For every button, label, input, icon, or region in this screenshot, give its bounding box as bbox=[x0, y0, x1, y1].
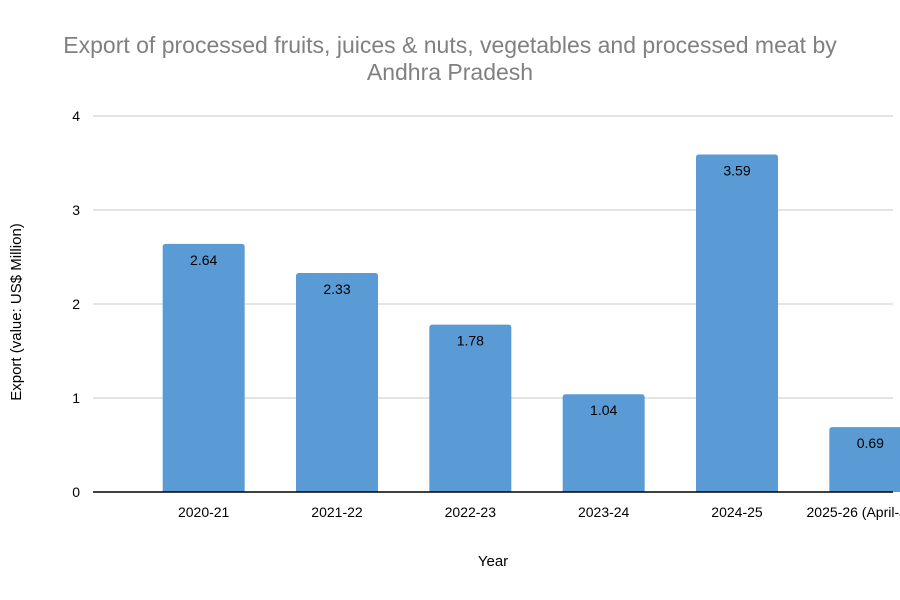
data-label: 2.64 bbox=[190, 252, 217, 268]
y-tick-label: 3 bbox=[72, 202, 80, 218]
bars bbox=[162, 154, 900, 493]
bar-2025-26 (April-June) bbox=[829, 427, 900, 492]
data-labels: 2.64 2.33 1.78 1.04 3.59 0.69 bbox=[190, 163, 884, 452]
y-tick-label: 2 bbox=[72, 296, 80, 312]
y-tick-label: 1 bbox=[72, 390, 80, 406]
data-label: 1.04 bbox=[590, 402, 617, 418]
x-axis-ticks: 2020-21 2021-22 2022-23 2023-24 2024-25 2025-… bbox=[178, 504, 900, 520]
bar-2024-25 bbox=[696, 154, 778, 493]
y-tick-label: 4 bbox=[72, 108, 80, 124]
x-tick-label: 2025-26 (April-June) bbox=[807, 504, 900, 520]
x-tick-label: 2022-23 bbox=[445, 504, 497, 520]
x-tick-label: 2021-22 bbox=[311, 504, 363, 520]
chart-title-line-1: Export of processed fruits, juices & nut… bbox=[63, 32, 837, 58]
data-label: 2.33 bbox=[323, 281, 350, 297]
y-tick-label: 0 bbox=[72, 484, 80, 500]
x-tick-label: 2023-24 bbox=[578, 504, 630, 520]
data-label: 1.78 bbox=[457, 333, 484, 349]
y-axis-title: Export (value: US$ Million) bbox=[8, 223, 25, 401]
bar-2022-23 bbox=[429, 324, 512, 492]
chart-title-line-2: Andhra Pradesh bbox=[367, 59, 533, 85]
y-axis-ticks: 0 1 2 3 4 bbox=[72, 108, 80, 500]
x-tick-label: 2020-21 bbox=[178, 504, 230, 520]
bar-2020-21 bbox=[162, 243, 245, 492]
bar-2021-22 bbox=[296, 272, 378, 492]
x-axis-title: Year bbox=[478, 553, 508, 570]
x-tick-label: 2024-25 bbox=[711, 504, 763, 520]
data-label: 3.59 bbox=[723, 163, 750, 179]
data-label: 0.69 bbox=[857, 435, 884, 451]
bar-2023-24 bbox=[562, 394, 645, 492]
